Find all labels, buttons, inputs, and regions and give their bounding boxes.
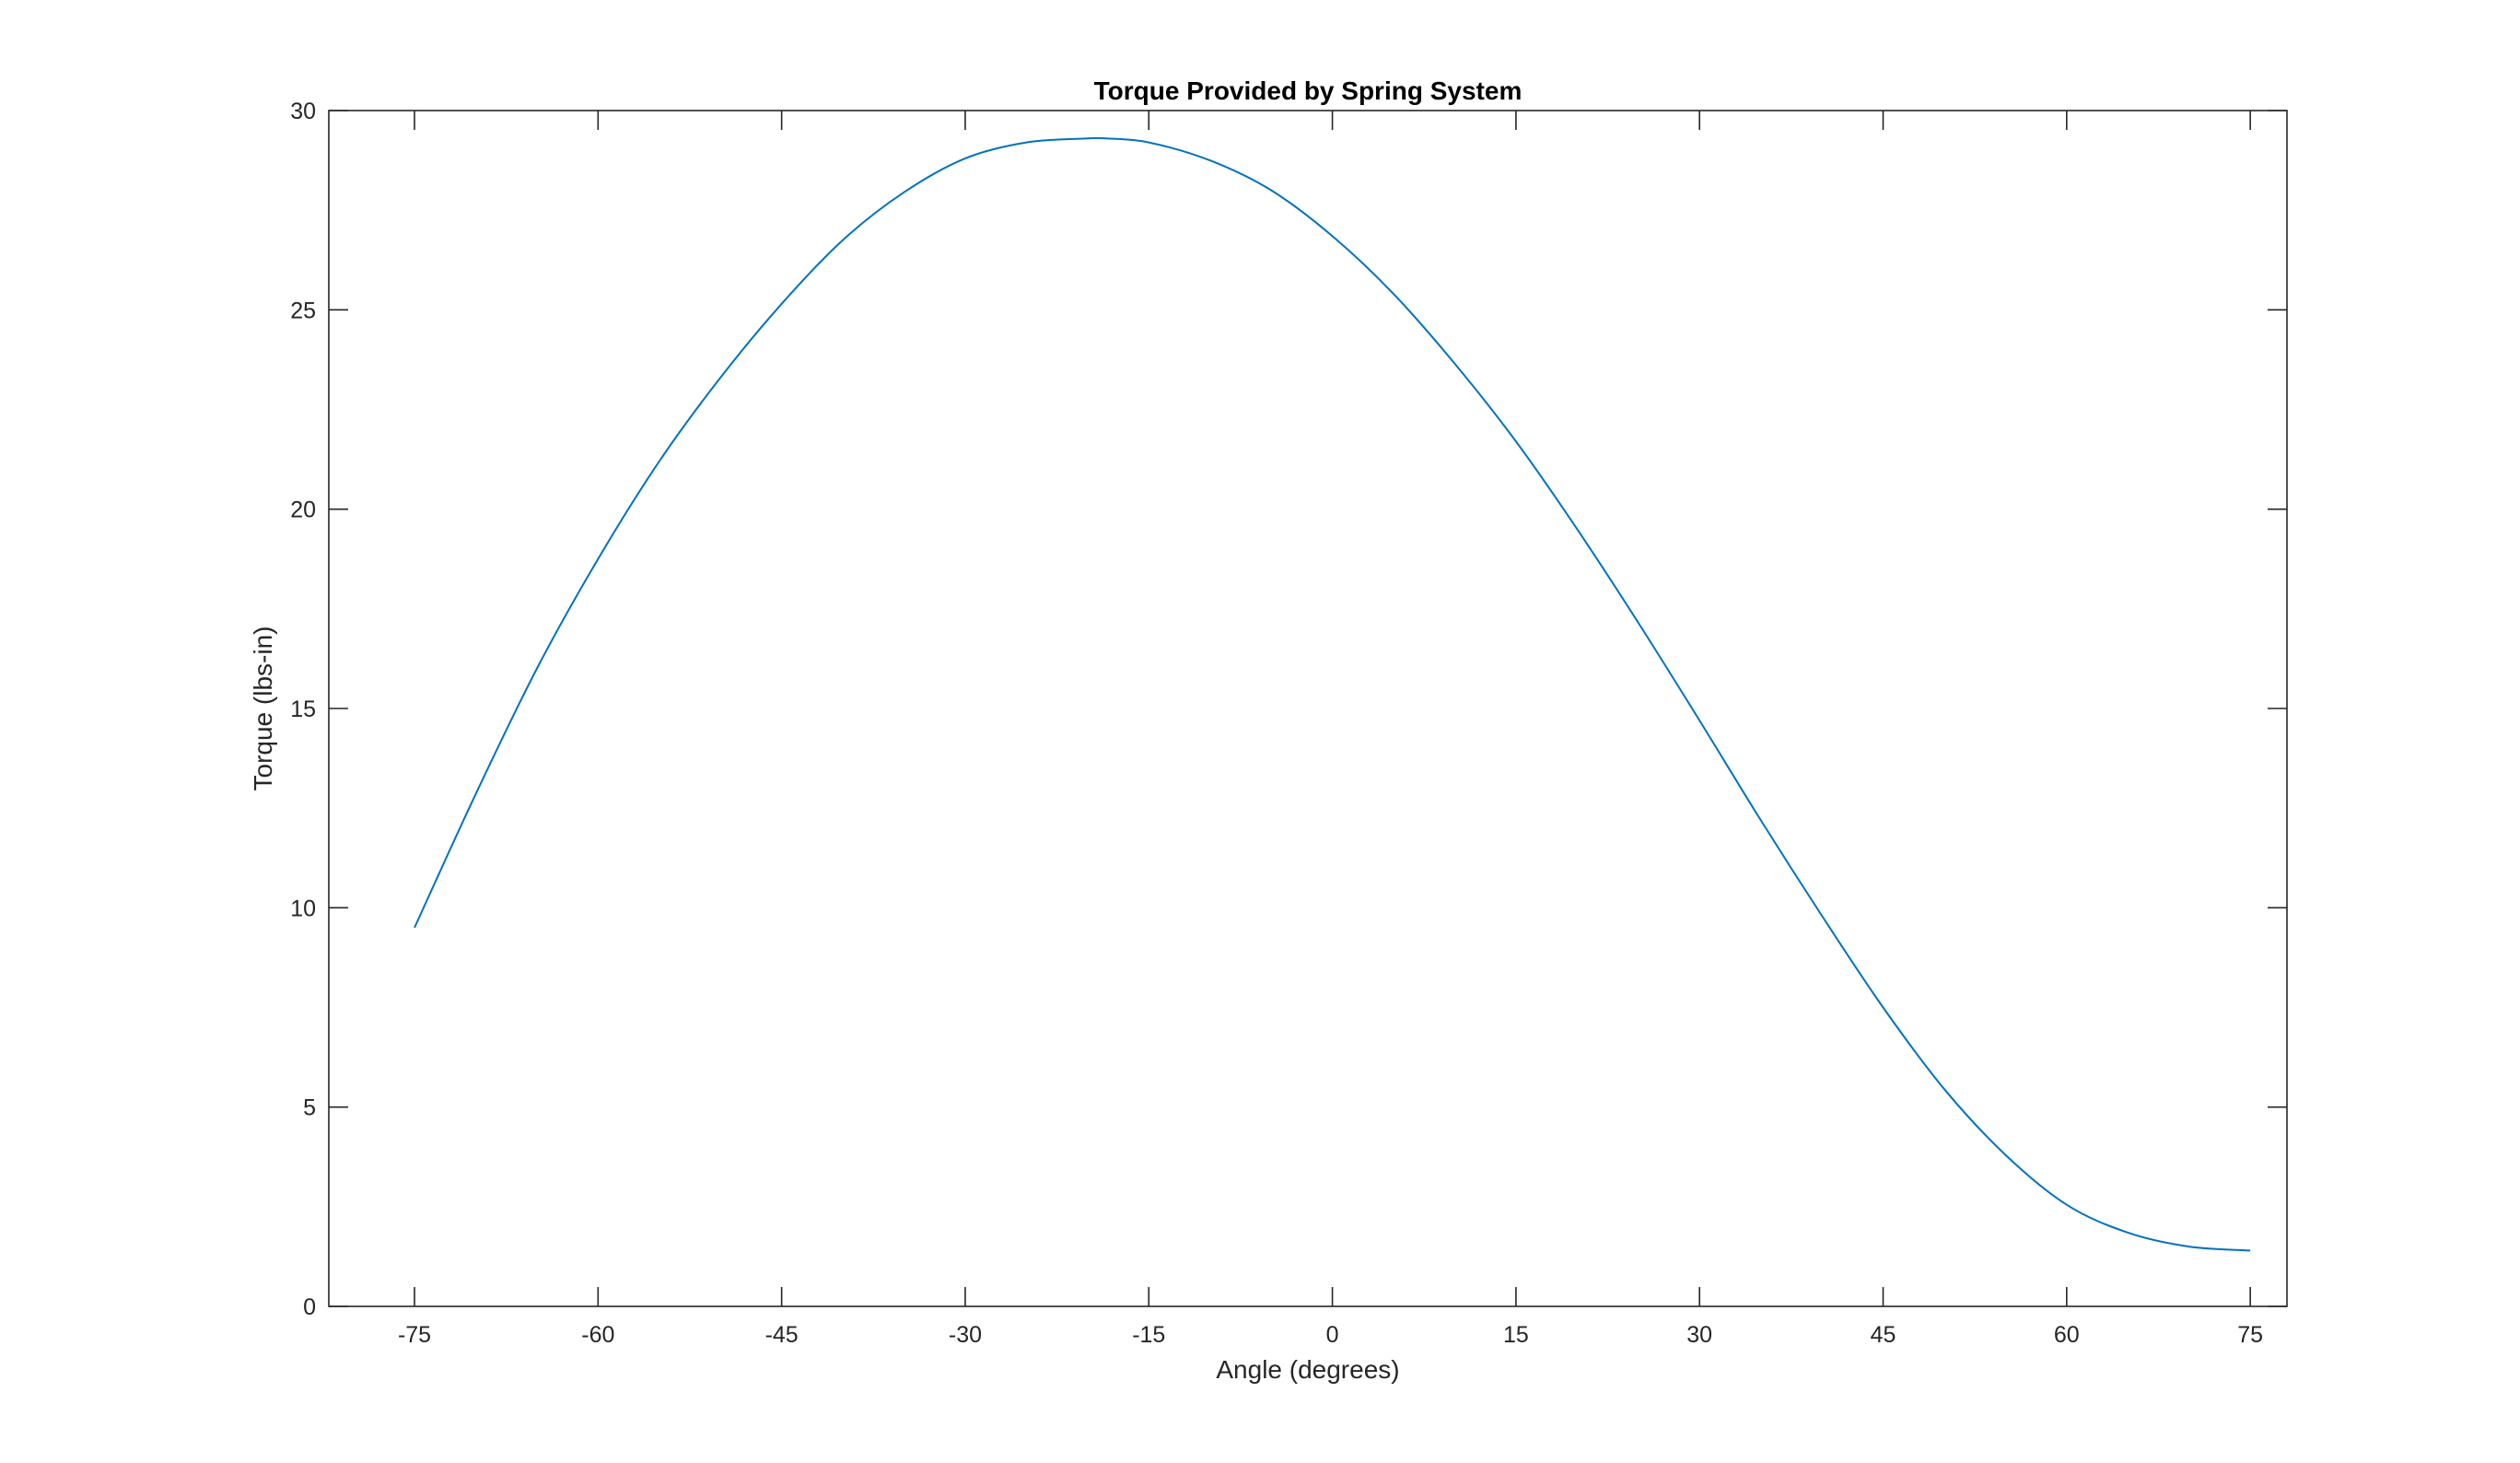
x-tick-label: -60 xyxy=(581,1322,614,1348)
y-tick-label: 30 xyxy=(290,99,316,124)
x-tick-label: 0 xyxy=(1326,1322,1339,1348)
chart-title: Torque Provided by Spring System xyxy=(1094,76,1522,105)
x-tick-label: -30 xyxy=(949,1322,982,1348)
x-tick-label: 15 xyxy=(1503,1322,1529,1348)
x-axis: -75 -60 -45 -30 -15 0 15 30 45 60 75 xyxy=(398,111,2263,1348)
x-tick-label: 45 xyxy=(1871,1322,1896,1348)
y-tick-label: 5 xyxy=(303,1095,316,1121)
x-tick-label: -75 xyxy=(398,1322,431,1348)
y-axis-label: Torque (lbs-in) xyxy=(249,626,277,791)
y-tick-label: 25 xyxy=(290,298,316,323)
x-tick-label: 75 xyxy=(2237,1322,2263,1348)
y-tick-label: 10 xyxy=(290,895,316,921)
y-tick-label: 15 xyxy=(290,696,316,722)
x-tick-label: -45 xyxy=(765,1322,799,1348)
x-axis-label: Angle (degrees) xyxy=(1216,1355,1399,1384)
y-axis: 0 5 10 15 20 25 30 xyxy=(290,99,2287,1320)
x-tick-label: 30 xyxy=(1686,1322,1712,1348)
series-line xyxy=(414,136,2251,1252)
axes-box xyxy=(328,110,2288,1307)
x-tick-label: -15 xyxy=(1132,1322,1165,1348)
y-tick-label: 20 xyxy=(290,497,316,523)
y-tick-label: 0 xyxy=(303,1294,316,1320)
x-tick-label: 60 xyxy=(2054,1322,2080,1348)
